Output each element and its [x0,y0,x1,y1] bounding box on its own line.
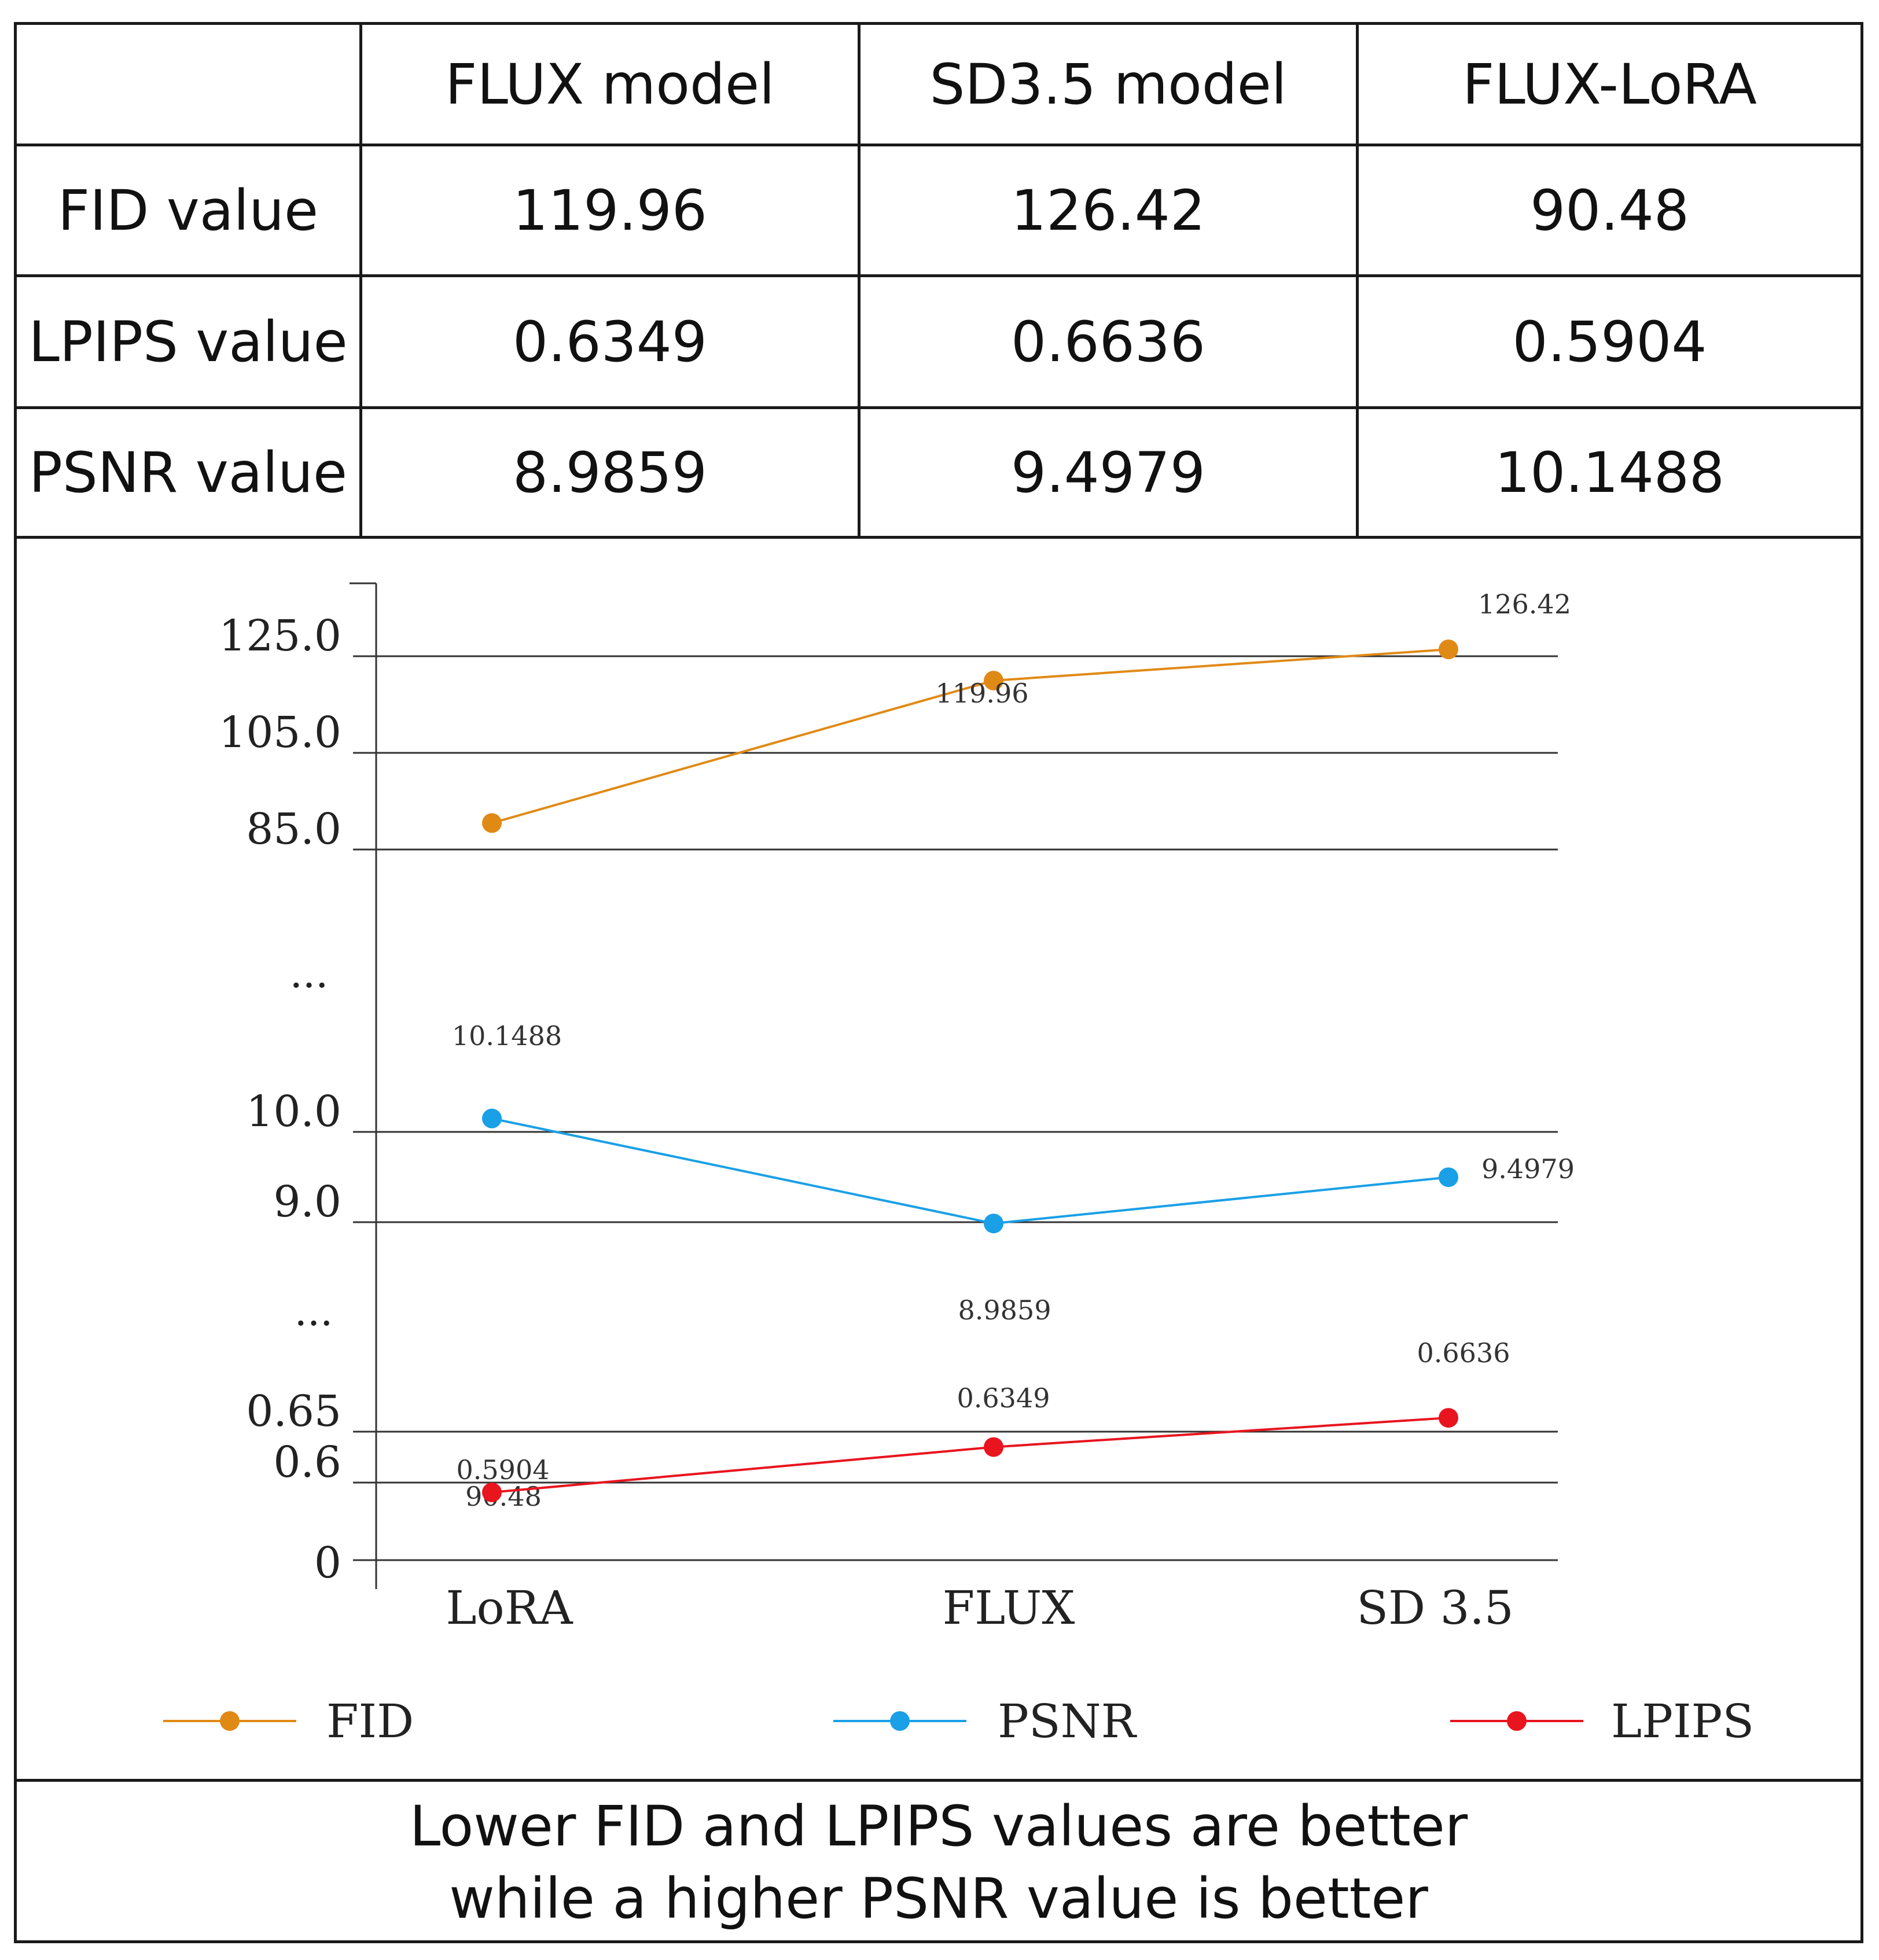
legend-label: PSNR [998,1694,1138,1748]
table-header-sd35: SD3.5 model [858,22,1359,146]
data-label: 10.1488 [452,1020,562,1051]
chart-svg: 0.60.65 9.0 10.0 85.0 105.0 125.0 0...... LoRA F… [163,582,1754,1748]
x-tick-label: SD 3.5 [1356,1581,1514,1635]
legend-marker-psnr [890,1711,910,1731]
data-label: 8.9859 [958,1295,1051,1326]
y-tick-label: 10.0 [246,1087,341,1137]
table-cell: 90.48 [1356,144,1863,277]
y-tick-label: 9.0 [273,1177,341,1227]
x-tick-label: FLUX [943,1581,1075,1635]
data-point-psnr [984,1213,1003,1234]
y-tick-label-origin: 0 [314,1538,341,1588]
row-label-lpips: LPIPS value [14,274,362,409]
series-line-fid [491,648,1449,825]
data-label: 119.96 [936,678,1029,709]
footnote-line-1: Lower FID and LPIPS values are better [409,1793,1468,1859]
data-point-lpips [482,1482,502,1502]
row-label-psnr: PSNR value [14,406,362,539]
y-tick-label: 85.0 [246,804,341,854]
data-point-psnr [482,1108,502,1128]
metrics-table: FLUX model SD3.5 model FLUX-LoRA FID val… [14,22,1863,539]
footnote: Lower FID and LPIPS values are better wh… [14,1779,1863,1943]
data-label: 0.6349 [957,1382,1050,1414]
y-tick-label: 105.0 [219,708,341,757]
table-cell: 9.4979 [858,406,1359,539]
axis-break-mark: ... [295,1288,333,1335]
data-label: 0.6636 [1417,1337,1510,1369]
table-cell: 0.6636 [858,274,1359,409]
table-cell: 8.9859 [359,406,861,539]
x-tick-label: LoRA [446,1581,573,1635]
table-header-row: FLUX model SD3.5 model FLUX-LoRA [14,22,1863,146]
data-label: 0.5904 [457,1454,550,1485]
data-point-lpips [984,1437,1003,1457]
table-cell: 0.5904 [1356,274,1863,409]
table-header-flux: FLUX model [359,22,861,146]
legend-label: FID [326,1694,414,1748]
data-point-fid [1439,639,1458,660]
table-cell: 0.6349 [359,274,861,409]
footnote-line-2: while a higher PSNR value is better [449,1866,1428,1931]
legend-marker-lpips [1507,1711,1527,1731]
line-chart: 0.6 0.65 9.0 10.0 85.0 105.0 125.0 0...... LoRA F… [14,536,1863,1779]
data-point-psnr [1439,1167,1458,1187]
data-label: 90.48 [465,1481,542,1512]
data-point-fid [984,671,1003,691]
table-corner-cell [14,22,362,146]
series-line-psnr [491,1117,1449,1225]
y-tick-label: 125.0 [219,611,341,661]
data-label: 126.42 [1478,589,1571,620]
axis-break-mark: ... [290,950,329,997]
y-tick-label: 0.65 [246,1387,341,1436]
table-cell: 126.42 [858,144,1359,277]
table-cell: 10.1488 [1356,406,1863,539]
legend-label: LPIPS [1611,1694,1754,1748]
legend-marker-fid [220,1711,240,1731]
table-row: FID value 119.96 126.42 90.48 [14,144,1863,277]
data-point-lpips [1439,1408,1458,1428]
y-tick-label: 0.6 [273,1437,341,1487]
table-cell: 119.96 [359,144,861,277]
data-point-fid [482,813,502,833]
data-label: 9.4979 [1481,1153,1575,1185]
table-row: PSNR value 8.9859 9.4979 10.1488 [14,406,1863,539]
row-label-fid: FID value [14,144,362,277]
table-header-flux-lora: FLUX-LoRA [1356,22,1863,146]
series-line-lpips [491,1417,1449,1494]
table-row: LPIPS value 0.6349 0.6636 0.5904 [14,274,1863,409]
